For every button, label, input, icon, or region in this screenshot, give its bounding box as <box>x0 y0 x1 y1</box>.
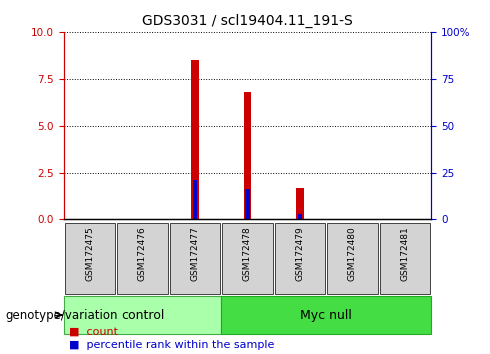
Bar <box>64 296 221 334</box>
Text: genotype/variation: genotype/variation <box>5 309 118 321</box>
Title: GDS3031 / scl19404.11_191-S: GDS3031 / scl19404.11_191-S <box>142 14 353 28</box>
Bar <box>117 223 168 294</box>
Bar <box>275 223 325 294</box>
Text: GSM172475: GSM172475 <box>85 227 95 281</box>
Text: GSM172480: GSM172480 <box>348 227 357 281</box>
Text: ■  percentile rank within the sample: ■ percentile rank within the sample <box>69 341 274 350</box>
Bar <box>65 223 115 294</box>
Bar <box>221 296 431 334</box>
Bar <box>296 188 304 219</box>
Text: GSM172479: GSM172479 <box>295 227 304 281</box>
Bar <box>170 223 220 294</box>
Bar <box>193 180 197 219</box>
Bar <box>244 92 251 219</box>
Text: GSM172477: GSM172477 <box>191 227 199 281</box>
Bar <box>380 223 430 294</box>
Text: GSM172478: GSM172478 <box>243 227 252 281</box>
Text: GSM172476: GSM172476 <box>138 227 147 281</box>
Bar <box>297 214 302 219</box>
Bar <box>327 223 378 294</box>
Bar <box>191 60 199 219</box>
Text: GSM172481: GSM172481 <box>400 227 410 281</box>
Bar <box>245 189 250 219</box>
Text: ■  count: ■ count <box>69 326 118 336</box>
Text: Myc null: Myc null <box>300 309 352 321</box>
Bar <box>222 223 272 294</box>
Text: control: control <box>121 309 164 321</box>
